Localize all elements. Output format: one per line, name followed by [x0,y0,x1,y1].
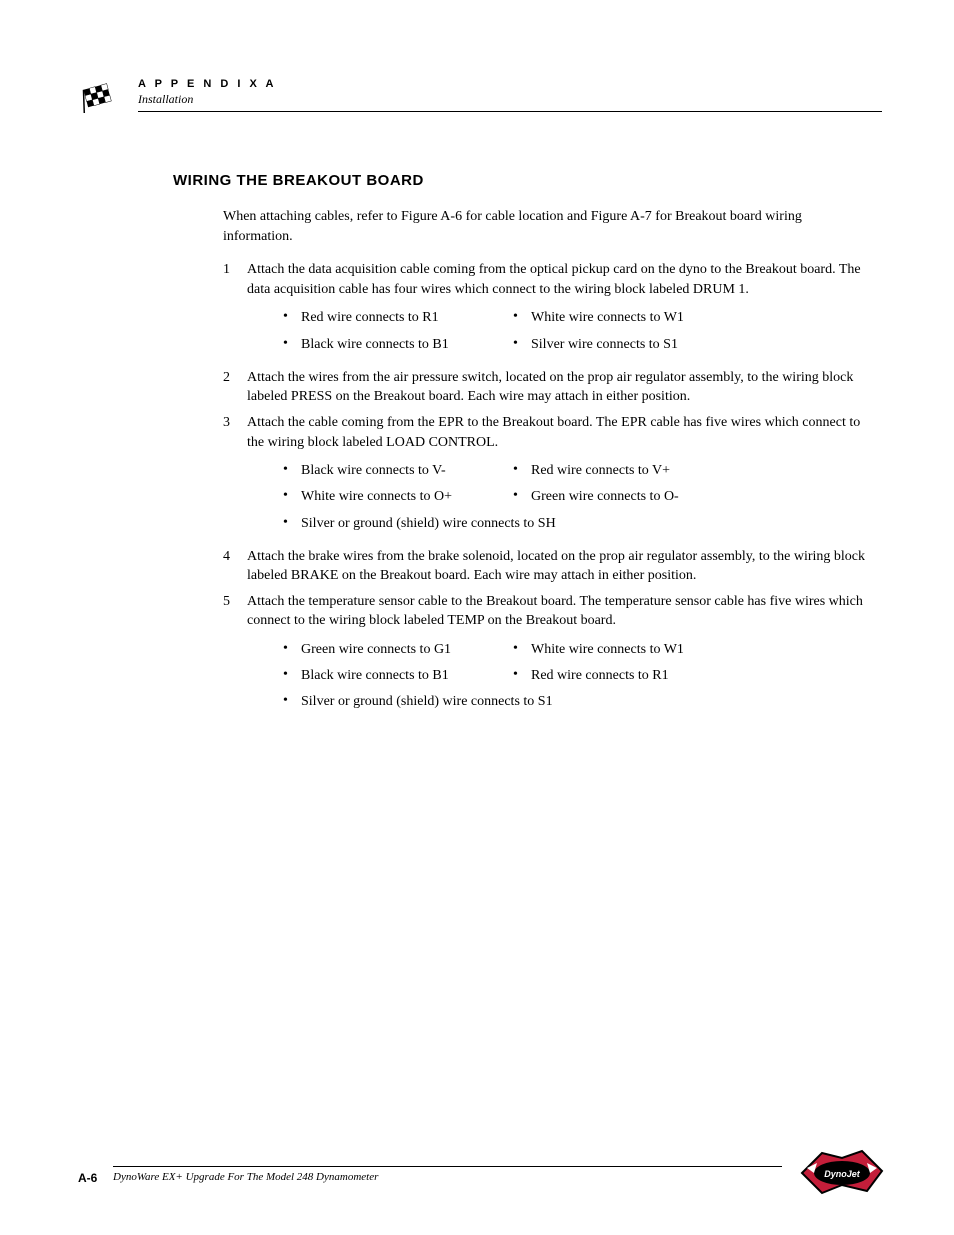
footer-content: A-6 DynoWare EX+ Upgrade For The Model 2… [78,1171,882,1185]
bullet-item: •White wire connects to W1 [513,641,773,659]
bullet-text: Silver wire connects to S1 [531,336,773,354]
intro-paragraph: When attaching cables, refer to Figure A… [223,207,872,246]
appendix-label: A P P E N D I X A [138,78,882,90]
page-number: A-6 [78,1171,113,1185]
bullet-dot-icon: • [513,309,531,326]
step-item: 2Attach the wires from the air pressure … [223,368,872,407]
footer-title: DynoWare EX+ Upgrade For The Model 248 D… [113,1171,378,1183]
bullet-row: •Silver or ground (shield) wire connects… [283,693,872,711]
bullet-text: Green wire connects to O- [531,488,773,506]
bullet-dot-icon: • [283,336,301,353]
step-item: 1Attach the data acquisition cable comin… [223,260,872,299]
bullet-item: •Red wire connects to V+ [513,462,773,480]
bullet-row: •Black wire connects to V-•Red wire conn… [283,462,872,480]
bullet-item: •Red wire connects to R1 [283,309,513,327]
bullet-item: •Silver or ground (shield) wire connects… [283,515,773,533]
bullet-item: •Black wire connects to V- [283,462,513,480]
page-footer: A-6 DynoWare EX+ Upgrade For The Model 2… [78,1166,882,1185]
bullet-item: •White wire connects to W1 [513,309,773,327]
bullet-row: •Black wire connects to B1•Silver wire c… [283,336,872,354]
step-item: 4Attach the brake wires from the brake s… [223,547,872,586]
header-rule [138,111,882,112]
steps-list: 1Attach the data acquisition cable comin… [173,260,872,711]
step-item: 5Attach the temperature sensor cable to … [223,592,872,631]
bullet-list: •Black wire connects to V-•Red wire conn… [283,462,872,533]
bullet-item: •Green wire connects to O- [513,488,773,506]
bullet-text: White wire connects to O+ [301,488,513,506]
step-text: Attach the data acquisition cable coming… [247,260,872,299]
bullet-text: Silver or ground (shield) wire connects … [301,693,773,711]
bullet-dot-icon: • [513,336,531,353]
bullet-text: Black wire connects to V- [301,462,513,480]
bullet-item: •Red wire connects to R1 [513,667,773,685]
bullet-dot-icon: • [513,667,531,684]
bullet-row: •Silver or ground (shield) wire connects… [283,515,872,533]
checkered-flag-icon [78,81,128,113]
section-name: Installation [138,92,882,107]
dynojet-logo-icon: DynoJet [792,1143,892,1203]
bullet-text: Red wire connects to R1 [531,667,773,685]
header-text-block: A P P E N D I X A Installation [138,78,882,107]
step-text: Attach the wires from the air pressure s… [247,368,872,407]
bullet-dot-icon: • [513,462,531,479]
bullet-list: •Red wire connects to R1•White wire conn… [283,309,872,353]
bullet-item: •Black wire connects to B1 [283,336,513,354]
step-number: 2 [223,368,247,407]
bullet-dot-icon: • [283,488,301,505]
bullet-dot-icon: • [283,693,301,710]
footer-rule [113,1166,782,1167]
bullet-row: •Black wire connects to B1•Red wire conn… [283,667,872,685]
bullet-item: •Black wire connects to B1 [283,667,513,685]
bullet-dot-icon: • [283,667,301,684]
bullet-item: •Silver or ground (shield) wire connects… [283,693,773,711]
step-number: 4 [223,547,247,586]
bullet-dot-icon: • [513,488,531,505]
bullet-item: •Green wire connects to G1 [283,641,513,659]
main-content: WIRING THE BREAKOUT BOARD When attaching… [173,172,872,712]
section-title: WIRING THE BREAKOUT BOARD [173,172,872,189]
bullet-text: Red wire connects to R1 [301,309,513,327]
bullet-text: Black wire connects to B1 [301,336,513,354]
bullet-dot-icon: • [283,309,301,326]
step-item: 3Attach the cable coming from the EPR to… [223,413,872,452]
bullet-row: •Red wire connects to R1•White wire conn… [283,309,872,327]
bullet-dot-icon: • [283,515,301,532]
bullet-text: Green wire connects to G1 [301,641,513,659]
bullet-text: White wire connects to W1 [531,309,773,327]
step-text: Attach the cable coming from the EPR to … [247,413,872,452]
step-text: Attach the temperature sensor cable to t… [247,592,872,631]
bullet-item: •White wire connects to O+ [283,488,513,506]
step-number: 5 [223,592,247,631]
svg-text:DynoJet: DynoJet [824,1169,861,1179]
step-number: 1 [223,260,247,299]
bullet-row: •Green wire connects to G1•White wire co… [283,641,872,659]
bullet-dot-icon: • [283,641,301,658]
document-page: A P P E N D I X A Installation WIRING TH… [0,0,954,1235]
step-number: 3 [223,413,247,452]
bullet-list: •Green wire connects to G1•White wire co… [283,641,872,712]
page-header: A P P E N D I X A Installation [78,78,882,112]
bullet-text: Silver or ground (shield) wire connects … [301,515,773,533]
bullet-text: Red wire connects to V+ [531,462,773,480]
bullet-text: White wire connects to W1 [531,641,773,659]
bullet-dot-icon: • [513,641,531,658]
bullet-dot-icon: • [283,462,301,479]
bullet-text: Black wire connects to B1 [301,667,513,685]
bullet-item: •Silver wire connects to S1 [513,336,773,354]
step-text: Attach the brake wires from the brake so… [247,547,872,586]
bullet-row: •White wire connects to O+•Green wire co… [283,488,872,506]
